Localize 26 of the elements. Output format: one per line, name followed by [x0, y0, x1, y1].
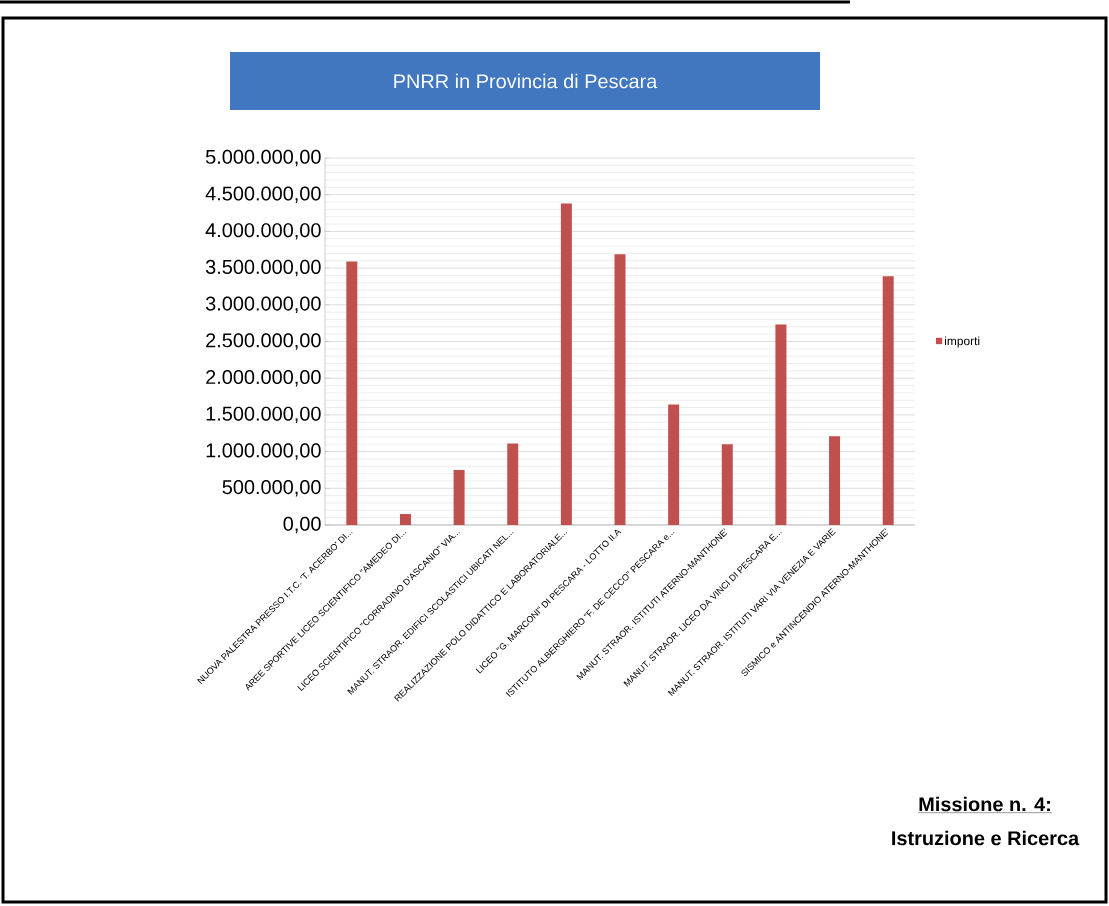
bar: [829, 436, 841, 525]
text: Missione n. 4:: [919, 796, 1050, 812]
bar: [721, 444, 733, 525]
y-tick-label: 2.000.000,00: [206, 369, 321, 387]
y-tick-label: 4.000.000,00: [205, 223, 321, 240]
bar: [614, 254, 626, 525]
bar: [346, 261, 358, 525]
y-tick-label: 3.000.000,00: [205, 296, 321, 314]
y-tick-label: 1.500.000,00: [206, 406, 321, 424]
bar: [560, 203, 572, 525]
y-tick-label: 4.500.000,00: [205, 186, 321, 203]
y-tick-label: 3.500.000,00: [205, 259, 321, 277]
bar: [507, 443, 519, 525]
bar: [775, 324, 787, 525]
legend-label: importi: [945, 336, 980, 348]
text: Istruzione e Ricerca: [892, 830, 1080, 846]
y-tick-label: 5.000.000,00: [205, 149, 321, 167]
chart-title: PNRR in Provincia di Pescara: [394, 73, 658, 89]
bar: [453, 469, 465, 525]
y-tick-label: 0,00: [283, 516, 321, 534]
bar: [668, 404, 680, 525]
y-tick-label: 1.000.000,00: [206, 443, 321, 460]
bar: [882, 276, 894, 525]
y-tick-label: 500.000,00: [222, 480, 321, 497]
y-tick-label: 2.500.000,00: [206, 333, 321, 350]
bar: [399, 513, 411, 525]
